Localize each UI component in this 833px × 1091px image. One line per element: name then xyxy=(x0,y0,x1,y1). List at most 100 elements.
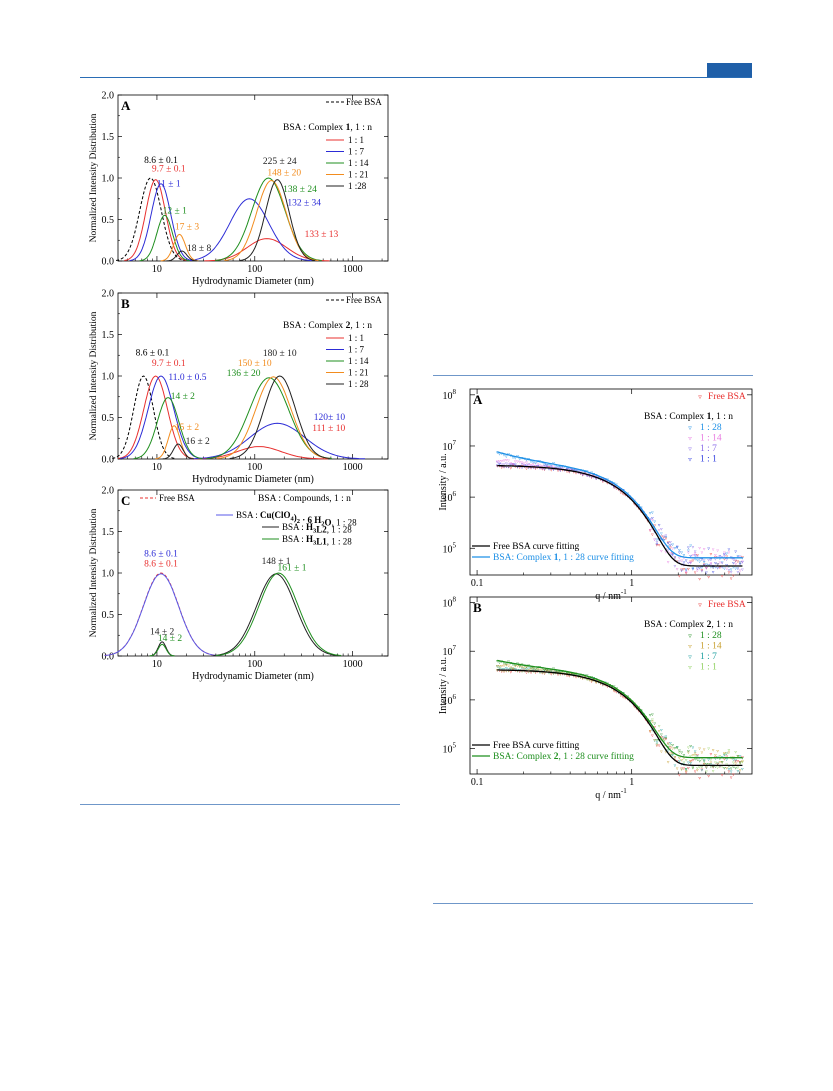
data-point-1-14: ▿ xyxy=(530,463,533,468)
data-point-free-bsa: ▿ xyxy=(516,670,519,675)
data-point-free-bsa: ▿ xyxy=(680,568,683,573)
data-point-1-14: ▿ xyxy=(730,557,733,562)
data-point-1-28: ▿ xyxy=(579,469,582,474)
data-point-free-bsa: ▿ xyxy=(680,767,683,772)
data-point-1-28: ▿ xyxy=(732,565,735,570)
data-point-free-bsa: ▿ xyxy=(503,466,506,471)
data-point-1-7: ▿ xyxy=(737,571,740,576)
data-point-free-bsa: ▿ xyxy=(563,672,566,677)
data-point-1-1: ▿ xyxy=(590,679,593,684)
data-point-1-1: ▿ xyxy=(521,466,524,471)
data-point-1-1: ▿ xyxy=(696,766,699,771)
data-point-1-14: ▿ xyxy=(581,676,584,681)
data-point-1-28: ▿ xyxy=(698,760,701,765)
data-point-1-1: ▿ xyxy=(523,465,526,470)
y-tick-exp: 8 xyxy=(453,596,457,604)
data-point-1-7: ▿ xyxy=(617,691,620,696)
legend-title: BSA : Complex 1, 1 : n xyxy=(644,412,733,422)
data-point-free-bsa: ▿ xyxy=(687,767,690,772)
data-point-1-7: ▿ xyxy=(608,480,611,485)
legend-title: BSA : Complex 2, 1 : n xyxy=(283,321,372,331)
data-point-1-1: ▿ xyxy=(602,479,605,484)
data-point-1-1: ▿ xyxy=(656,743,659,748)
data-point-1-1: ▿ xyxy=(577,675,580,680)
data-point-free-bsa: ▿ xyxy=(613,486,616,491)
data-point-1-1: ▿ xyxy=(613,485,616,490)
data-point-1-1: ▿ xyxy=(516,465,519,470)
data-point-1-28: ▿ xyxy=(739,761,742,766)
data-point-free-bsa: ▿ xyxy=(599,682,602,687)
data-point-1-28: ▿ xyxy=(723,567,726,572)
data-point-free-bsa: ▿ xyxy=(539,466,542,471)
data-point-1-7: ▿ xyxy=(710,563,713,568)
data-point-1-7: ▿ xyxy=(689,562,692,567)
data-point-1-28: ▿ xyxy=(680,551,683,556)
data-point-1-28: ▿ xyxy=(710,565,713,570)
data-point-1-7: ▿ xyxy=(593,677,596,682)
plot-frame xyxy=(469,596,753,775)
data-point-1-28: ▿ xyxy=(534,461,537,466)
data-point-1-7: ▿ xyxy=(698,757,701,762)
data-point-1-14: ▿ xyxy=(514,665,517,670)
data-point-1-1: ▿ xyxy=(671,553,674,558)
data-point-1-1: ▿ xyxy=(683,561,686,566)
legend-entry: 1 : 14 xyxy=(700,434,722,444)
data-point-1-7: ▿ xyxy=(732,558,735,563)
data-point-1-28: ▿ xyxy=(559,465,562,470)
data-point-1-1: ▿ xyxy=(588,679,591,684)
data-point-1-1: ▿ xyxy=(548,468,551,473)
data-point-1-14: ▿ xyxy=(739,768,742,773)
data-point-1-1: ▿ xyxy=(656,543,659,548)
data-point-1-1: ▿ xyxy=(698,566,701,571)
data-point-1-28: ▿ xyxy=(581,469,584,474)
data-point-free-bsa: ▿ xyxy=(507,669,510,674)
data-point-1-28: ▿ xyxy=(570,467,573,472)
data-point-1-28: ▿ xyxy=(532,667,535,672)
data-point-1-14: ▿ xyxy=(498,664,501,669)
data-point-1-1: ▿ xyxy=(527,466,530,471)
legend-entry-part: Cu(ClO xyxy=(260,510,291,520)
data-label: 120± 10 xyxy=(314,413,346,423)
data-point-1-1: ▿ xyxy=(496,668,499,673)
data-point-1-1: ▿ xyxy=(728,748,731,753)
data-point-free-bsa: ▿ xyxy=(649,730,652,735)
data-point-1-28: ▿ xyxy=(496,451,499,456)
data-point-1-14: ▿ xyxy=(608,480,611,485)
data-point-free-bsa: ▿ xyxy=(606,685,609,690)
data-point-free-bsa: ▿ xyxy=(611,686,614,691)
data-point-free-bsa: ▿ xyxy=(557,469,560,474)
data-point-1-14: ▿ xyxy=(692,753,695,758)
legend-entry: 1 : 14 xyxy=(348,356,369,366)
legend-marker: ▿ xyxy=(688,435,692,443)
data-point-1-1: ▿ xyxy=(500,669,503,674)
data-point-1-28: ▿ xyxy=(512,663,515,668)
data-point-1-7: ▿ xyxy=(732,758,735,763)
data-point-1-14: ▿ xyxy=(683,557,686,562)
data-point-1-7: ▿ xyxy=(692,746,695,751)
header-page-tab xyxy=(707,63,752,77)
data-point-1-7: ▿ xyxy=(730,571,733,576)
legend-title-tail: , 1 : n xyxy=(350,123,372,133)
data-point-1-14: ▿ xyxy=(503,664,506,669)
data-point-1-14: ▿ xyxy=(595,476,598,481)
data-point-1-7: ▿ xyxy=(543,464,546,469)
data-point-1-7: ▿ xyxy=(701,569,704,574)
data-point-1-1: ▿ xyxy=(588,475,591,480)
data-point-free-bsa: ▿ xyxy=(530,467,533,472)
data-point-free-bsa: ▿ xyxy=(620,491,623,496)
data-point-free-bsa: ▿ xyxy=(541,672,544,677)
data-point-1-7: ▿ xyxy=(705,567,708,572)
data-point-free-bsa: ▿ xyxy=(665,537,668,542)
series-curve-1-28 xyxy=(239,179,315,261)
data-point-free-bsa: ▿ xyxy=(536,670,539,675)
data-point-1-14: ▿ xyxy=(667,561,670,566)
legend-entry: 1 : 1 xyxy=(348,135,364,145)
data-point-1-7: ▿ xyxy=(680,763,683,768)
data-point-1-1: ▿ xyxy=(676,746,679,751)
data-point-free-bsa: ▿ xyxy=(653,524,656,529)
data-point-free-bsa: ▿ xyxy=(662,737,665,742)
data-point-free-bsa: ▿ xyxy=(734,759,737,764)
data-point-free-bsa: ▿ xyxy=(507,465,510,470)
legend-entry: 1 : 14 xyxy=(700,642,722,652)
data-point-free-bsa: ▿ xyxy=(674,756,677,761)
